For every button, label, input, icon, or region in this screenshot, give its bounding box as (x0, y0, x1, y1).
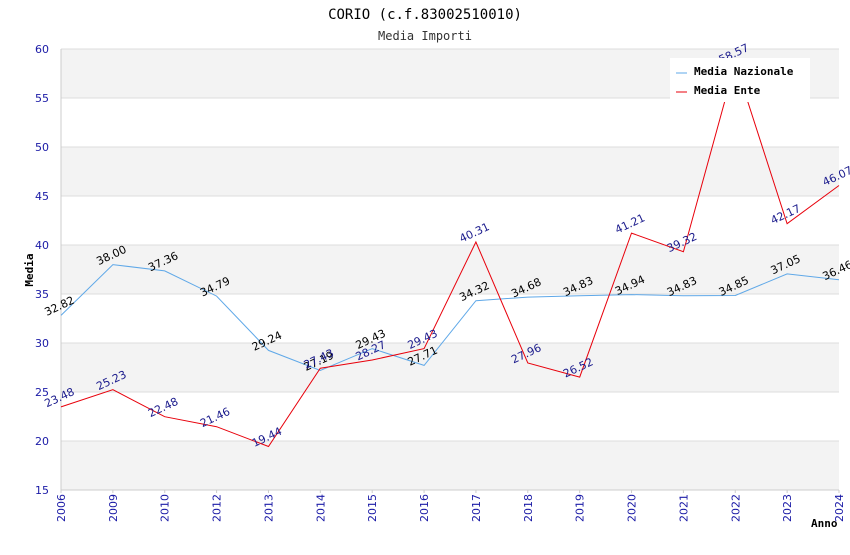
x-tick-2010: 2010 (159, 494, 172, 522)
grid-band-15 (61, 441, 839, 490)
grid-band-45 (61, 147, 839, 196)
grid-band-30 (61, 294, 839, 343)
series-group (60, 61, 840, 448)
x-tick-2017: 2017 (470, 494, 483, 522)
y-tick-30: 30 (35, 337, 49, 350)
grid-band-35 (61, 245, 839, 294)
x-tick-2015: 2015 (366, 494, 379, 522)
x-tick-labels: 2006 2009 2010 2012 2013 2014 2015 2016 2017 2018… (55, 490, 846, 522)
grid-band-25 (61, 343, 839, 392)
y-tick-25: 25 (35, 386, 49, 399)
y-tick-20: 20 (35, 435, 49, 448)
y-tick-60: 60 (35, 43, 49, 56)
y-tick-labels: 15 20 25 30 35 40 45 50 55 60 (35, 43, 49, 497)
legend-label-media-nazionale: Media Nazionale (694, 65, 794, 78)
y-tick-40: 40 (35, 239, 49, 252)
grid-band-50 (61, 98, 839, 147)
x-tick-2022: 2022 (729, 494, 742, 522)
y-tick-50: 50 (35, 141, 49, 154)
grid-band-40 (61, 196, 839, 245)
x-tick-2023: 2023 (781, 494, 794, 522)
y-tick-35: 35 (35, 288, 49, 301)
x-tick-2006: 2006 (55, 494, 68, 522)
chart-subtitle: Media Importi (378, 29, 472, 43)
series-line-media-ente (60, 61, 840, 448)
x-tick-2024: 2024 (833, 494, 846, 522)
x-tick-2021: 2021 (677, 494, 690, 522)
axes (60, 49, 839, 491)
y-tick-55: 55 (35, 92, 49, 105)
x-tick-2019: 2019 (574, 494, 587, 522)
x-tick-2013: 2013 (262, 494, 275, 522)
chart-title: CORIO (c.f.83002510010) (328, 7, 522, 23)
x-tick-2018: 2018 (522, 494, 535, 522)
grid-bands (61, 48, 839, 491)
x-tick-2016: 2016 (418, 494, 431, 522)
y-tick-15: 15 (35, 484, 49, 497)
y-axis-label: Media (23, 253, 36, 286)
x-tick-2009: 2009 (107, 494, 120, 522)
x-tick-2020: 2020 (626, 494, 639, 522)
x-tick-2014: 2014 (314, 494, 327, 522)
legend-background (670, 58, 810, 102)
y-tick-45: 45 (35, 190, 49, 203)
series-line-media-nazionale (60, 264, 840, 372)
x-tick-2012: 2012 (211, 494, 224, 522)
legend-label-media-ente: Media Ente (694, 84, 761, 97)
x-axis-label: Anno (811, 517, 838, 530)
grid-band-20 (61, 392, 839, 441)
legend: Media Nazionale Media Ente (670, 58, 810, 102)
